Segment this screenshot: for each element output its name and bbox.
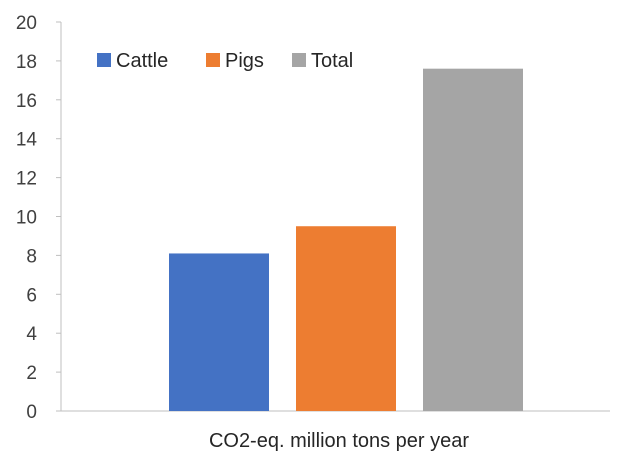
bar-total [423,68,523,412]
y-axis: 0 2 4 6 8 10 12 14 16 18 20 [16,13,61,423]
y-tick-label: 8 [26,246,37,267]
y-tick-label: 6 [26,285,37,306]
y-tick-label: 4 [26,324,37,345]
bar-pigs [296,226,396,411]
x-axis-title: CO2-eq. million tons per year [209,430,469,452]
legend-swatch-cattle [97,53,111,67]
legend-label-cattle: Cattle [116,50,168,72]
y-tick-label: 18 [16,52,37,73]
y-tick-label: 10 [16,208,37,229]
legend-label-total: Total [311,50,353,72]
y-tick-label: 2 [26,363,37,384]
y-tick-label: 12 [16,169,37,190]
bar-cattle [169,253,269,411]
y-tick-label: 0 [26,402,37,423]
bars [169,68,523,412]
y-tick-label: 16 [16,91,37,112]
legend: Cattle Pigs Total [97,50,353,72]
legend-swatch-total [292,53,306,67]
y-tick-label: 20 [16,13,37,34]
y-tick-label: 14 [16,130,38,151]
legend-label-pigs: Pigs [225,50,264,72]
legend-swatch-pigs [206,53,220,67]
